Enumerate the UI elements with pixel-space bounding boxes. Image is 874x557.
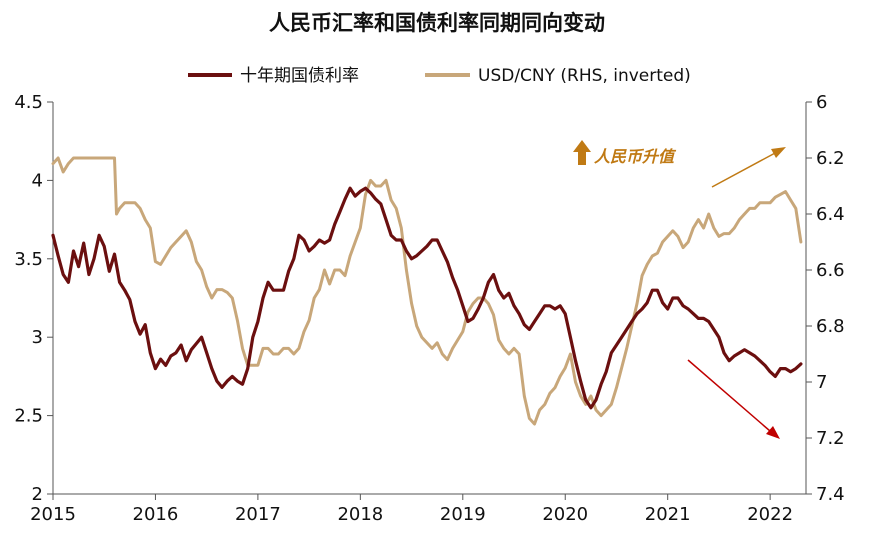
right-ticks: 6 6.2 6.4 6.6 6.8 7 7.2 7.4 <box>806 92 845 505</box>
x-tick-label: 2015 <box>30 504 76 525</box>
red-trend-arrow <box>687 359 771 432</box>
legend-label-usdcny: USD/CNY (RHS, inverted) <box>478 66 691 86</box>
series-bond-yield-line <box>51 186 803 410</box>
left-tick-label: 4 <box>32 170 43 191</box>
right-tick-label: 7 <box>816 372 827 393</box>
x-tick-label: 2022 <box>747 504 793 525</box>
legend: 十年期国债利率 USD/CNY (RHS, inverted) <box>188 66 691 86</box>
right-tick-label: 6 <box>816 92 827 113</box>
x-tick-label: 2016 <box>133 504 179 525</box>
red-arrowhead-icon <box>766 426 780 439</box>
x-tick-label: 2017 <box>235 504 281 525</box>
right-tick-label: 6.6 <box>816 260 845 281</box>
orange-trend-arrow <box>711 151 778 188</box>
legend-label-bond-yield: 十年期国债利率 <box>240 66 359 86</box>
x-ticks: 2015 2016 2017 2018 2019 2020 2021 2022 <box>30 494 793 525</box>
series-usdcny-line <box>51 156 803 426</box>
right-tick-label: 6.8 <box>816 316 845 337</box>
x-tick-label: 2018 <box>337 504 383 525</box>
left-tick-label: 3.5 <box>14 249 43 270</box>
up-arrow-icon <box>573 140 591 165</box>
series-layer <box>51 156 803 426</box>
right-tick-label: 6.2 <box>816 148 845 169</box>
left-tick-label: 2.5 <box>14 406 43 427</box>
right-tick-label: 6.4 <box>816 204 845 225</box>
left-tick-label: 2 <box>32 484 43 505</box>
x-tick-label: 2019 <box>440 504 486 525</box>
left-ticks: 2 2.5 3 3.5 4 4.5 <box>14 92 53 505</box>
right-tick-label: 7.4 <box>816 484 845 505</box>
right-tick-label: 7.2 <box>816 428 845 449</box>
left-tick-label: 3 <box>32 327 43 348</box>
orange-arrowhead-icon <box>771 147 786 158</box>
annotation-text: 人民币升值 <box>594 147 677 166</box>
chart-title: 人民币汇率和国债利率同期同向变动 <box>269 11 605 35</box>
x-tick-label: 2020 <box>542 504 588 525</box>
appreciation-annotation: 人民币升值 <box>573 140 786 439</box>
left-tick-label: 4.5 <box>14 92 43 113</box>
x-tick-label: 2021 <box>645 504 691 525</box>
